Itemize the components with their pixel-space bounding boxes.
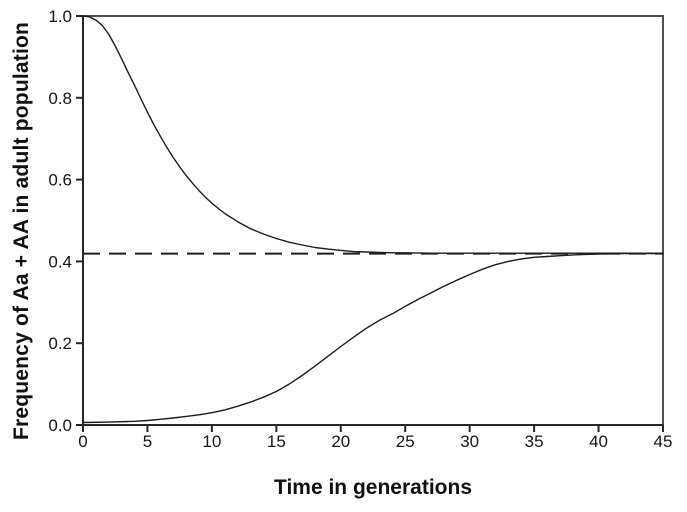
y-axis-title: Frequency of Aa + AA in adult population [10,21,33,441]
y-tick-label: 0.0 [48,416,72,435]
x-tick-label: 15 [267,432,286,451]
y-tick-label: 1.0 [48,7,72,26]
y-tick-label: 0.8 [48,89,72,108]
x-tick-label: 40 [589,432,608,451]
x-tick-label: 35 [525,432,544,451]
x-tick-label: 0 [78,432,87,451]
y-tick-label: 0.2 [48,334,72,353]
axis-lines [82,16,663,426]
y-tick-label: 0.6 [48,171,72,190]
x-tick-label: 20 [331,432,350,451]
plot-border [82,15,664,426]
x-tick-label: 25 [396,432,415,451]
x-tick-label: 5 [143,432,152,451]
x-tick-label: 30 [460,432,479,451]
x-tick-label: 45 [654,432,673,451]
lower-curve [82,252,664,424]
y-tick-label: 0.4 [48,252,72,271]
x-axis-title: Time in generations [274,476,472,499]
x-tick-label: 10 [202,432,221,451]
upper-curve [82,15,664,254]
